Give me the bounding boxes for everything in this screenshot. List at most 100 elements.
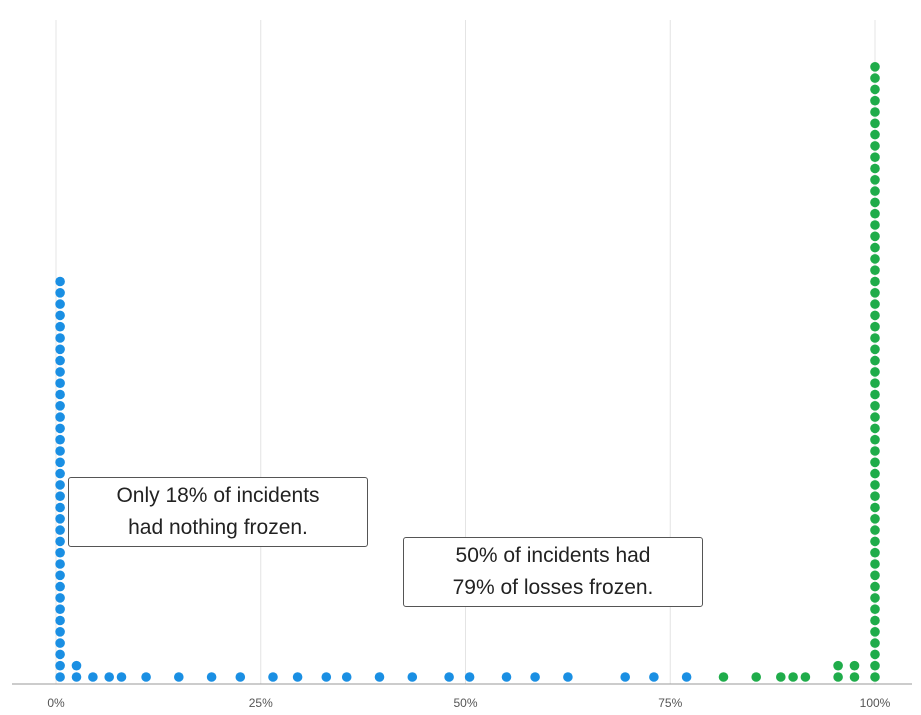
data-dot	[235, 672, 246, 682]
data-dot	[870, 107, 880, 117]
annotation-median: 50% of incidents had 79% of losses froze…	[403, 537, 703, 607]
data-dot	[833, 660, 843, 671]
data-dot	[870, 638, 880, 648]
data-dot	[870, 536, 880, 547]
data-dot	[849, 672, 860, 682]
data-dot	[870, 378, 880, 389]
data-dot	[870, 649, 880, 660]
data-dot	[870, 118, 880, 129]
data-dot	[55, 344, 65, 355]
data-dot	[870, 367, 880, 377]
x-tick-label: 50%	[453, 696, 477, 710]
data-dot	[55, 514, 65, 524]
data-dot	[870, 197, 880, 208]
data-dot	[55, 389, 65, 400]
data-dot	[55, 333, 65, 343]
annotation-line: 50% of incidents had	[455, 544, 651, 567]
data-dot	[870, 604, 880, 614]
data-dot	[870, 559, 880, 569]
data-dot	[849, 660, 860, 671]
data-dot	[563, 672, 573, 682]
x-tick-label: 0%	[47, 696, 65, 710]
data-dot	[870, 141, 880, 151]
annotation-no-frozen: Only 18% of incidents had nothing frozen…	[68, 477, 368, 547]
data-dot	[870, 299, 880, 309]
data-dot	[649, 672, 659, 682]
data-dot	[501, 672, 512, 682]
series-1	[718, 62, 880, 682]
data-dot	[55, 660, 65, 671]
data-dot	[870, 84, 880, 95]
data-dot	[788, 672, 798, 682]
data-dot	[870, 254, 880, 264]
data-dot	[374, 672, 385, 682]
data-dot	[55, 446, 65, 456]
data-dot	[870, 288, 880, 298]
x-axis: 0% 25% 50% 75% 100%	[12, 683, 912, 710]
data-dot	[870, 627, 880, 637]
data-dot	[55, 378, 65, 389]
data-dot	[55, 570, 65, 581]
data-dot	[870, 593, 880, 603]
annotation-line: 79% of losses frozen.	[452, 576, 654, 599]
data-dot	[870, 265, 880, 276]
data-dot	[55, 423, 65, 434]
data-dot	[870, 95, 880, 106]
data-dot	[870, 480, 880, 490]
data-dot	[870, 355, 880, 366]
data-dot	[870, 242, 880, 253]
data-dot	[55, 367, 65, 377]
data-dot	[870, 570, 880, 581]
data-dot	[870, 514, 880, 524]
data-dot	[870, 502, 880, 513]
data-dot	[870, 389, 880, 400]
data-dot	[321, 672, 332, 682]
data-dot	[870, 525, 880, 535]
data-dot	[55, 355, 65, 366]
data-dot	[55, 581, 65, 592]
data-dot	[55, 525, 65, 535]
x-tick-label: 75%	[658, 696, 682, 710]
data-dot	[870, 129, 880, 140]
data-dot	[800, 672, 811, 682]
data-dot	[174, 672, 184, 682]
data-dot	[870, 660, 880, 671]
data-dot	[870, 321, 880, 332]
data-dot	[55, 672, 65, 682]
annotation-line: Only 18% of incidents	[116, 484, 320, 507]
data-dot	[870, 615, 880, 626]
data-dot	[55, 536, 65, 547]
data-dot	[870, 152, 880, 162]
data-dot	[55, 288, 65, 298]
data-dot	[55, 593, 65, 603]
data-dot	[292, 672, 303, 682]
data-dot	[870, 231, 880, 242]
data-dot	[71, 672, 82, 682]
data-dot	[718, 672, 729, 682]
data-dot	[55, 638, 65, 648]
data-dot	[464, 672, 475, 682]
data-dot	[55, 434, 65, 445]
data-dot	[870, 62, 880, 72]
x-tick-label: 25%	[249, 696, 273, 710]
data-dot	[870, 581, 880, 592]
data-dot	[870, 163, 880, 174]
data-dot	[55, 627, 65, 637]
data-dot	[870, 457, 880, 468]
data-dot	[870, 344, 880, 355]
data-dot	[55, 310, 65, 321]
data-dot	[55, 468, 65, 479]
data-dot	[870, 208, 880, 219]
data-dot	[870, 401, 880, 411]
data-dot	[870, 276, 880, 287]
data-dot	[55, 480, 65, 490]
data-dot	[870, 175, 880, 185]
data-dot	[341, 672, 352, 682]
dot-series	[55, 62, 880, 682]
data-dot	[71, 660, 82, 671]
data-dot	[55, 649, 65, 660]
series-0	[55, 276, 692, 682]
data-dot	[55, 502, 65, 513]
